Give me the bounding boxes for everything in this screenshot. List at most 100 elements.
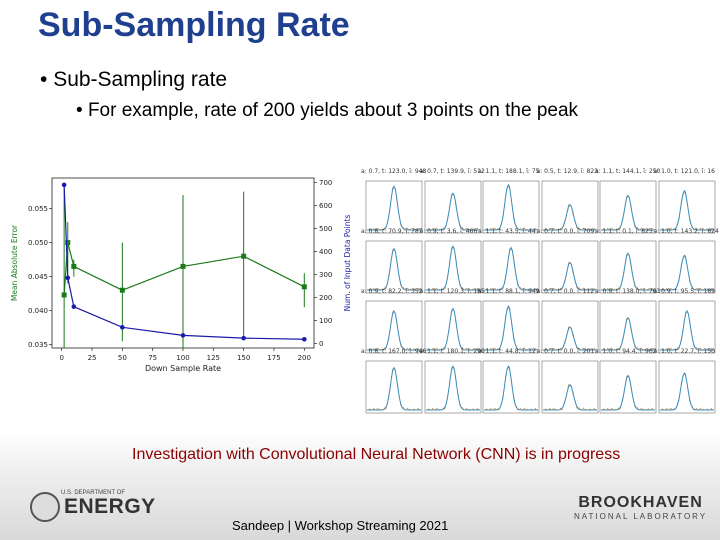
peak-panel-title: a: 0.5, t: 12.9, ī: 823 (536, 168, 598, 175)
peak-panel-fit-line (367, 309, 421, 351)
peak-panel-frame (424, 180, 481, 234)
peak-panel: a: 1.1, t: 43.5, ī: 44 (478, 228, 540, 296)
mae-point (65, 240, 71, 246)
y2-tick-label: 500 (319, 225, 332, 233)
mae-point (301, 284, 307, 290)
peak-panel-fit-line (484, 304, 538, 351)
peak-panel-data-line (367, 368, 422, 411)
y2-tick-label: 600 (319, 202, 332, 210)
peak-panel-fit-line (425, 244, 480, 291)
peak-panel-data-line (601, 195, 656, 231)
peak-panel-data-line (367, 186, 422, 231)
x-axis-label: Down Sample Rate (145, 364, 221, 373)
mae-point (180, 263, 186, 269)
points-point (180, 333, 186, 338)
peak-panel-data-line (659, 189, 714, 231)
x-tick-label: 75 (148, 354, 157, 362)
y-tick-label: 0.050 (28, 239, 48, 247)
peak-panel-plot (541, 180, 598, 234)
peak-panel-frame (482, 240, 540, 294)
peak-panel-data-line (425, 246, 480, 291)
peak-panel-plot (541, 360, 598, 414)
peak-panel-fit-line (542, 383, 597, 411)
peak-panel-fit-line (367, 366, 421, 411)
peak-panel-fit-line (601, 194, 655, 231)
peak-panel-plot (658, 240, 715, 294)
bnl-logo-small-text: NATIONAL LABORATORY (574, 512, 708, 521)
peak-panel-data-line (367, 249, 422, 291)
peak-panel-frame (658, 180, 715, 234)
peak-panel-frame (658, 300, 715, 354)
slide-title: Sub-Sampling Rate (38, 6, 350, 44)
doe-logo: U.S. DEPARTMENT OF ENERGY (30, 490, 156, 522)
bnl-logo: BROOKHAVEN NATIONAL LABORATORY (574, 494, 707, 521)
peak-panel-frame (424, 360, 481, 414)
peak-panel-data-line (484, 183, 539, 231)
peak-panel-fit-line (484, 183, 538, 231)
peak-panel-title: a: 0.8, t: 167.0, ī: 946 (361, 348, 427, 355)
peak-panel-title: a: 1.1, t: 144.1, ī: 250 (595, 168, 661, 175)
peak-panel-frame (482, 300, 540, 354)
y2-tick-label: 100 (319, 317, 332, 325)
peak-panel-plot (424, 180, 481, 234)
peak-panel-frame (365, 240, 423, 294)
peak-panel-plot (424, 240, 481, 294)
peak-panel-data-line (542, 384, 597, 411)
peak-panel-title: a: 1.1, t: 180.1, ī: 290 (419, 348, 485, 355)
peak-panel-title: a: 0.7, t: 0.0, ī: 201 (536, 348, 595, 355)
peak-panel: a: 0.9, t: 82.2, ī: 352 (361, 288, 423, 356)
peak-panel-frame (599, 300, 657, 354)
peak-panel: a: 1.1, t: 180.1, ī: 290 (420, 348, 485, 416)
peak-panel-plot (658, 300, 715, 354)
peak-panel: a: 0.8, t: 70.9, ī: 787 (361, 228, 423, 296)
peak-panel-plot (365, 300, 423, 354)
points-point (241, 335, 246, 341)
peak-panel-fit-line (367, 247, 421, 291)
peak-panel-data-line (542, 326, 597, 351)
bnl-logo-big-text: BROOKHAVEN (578, 494, 703, 511)
peak-panel-title: a: 1.0, t: 94.4, ī: 962 (595, 348, 657, 355)
peak-panel-title: a: 1.1, t: 120.3, ī: 185 (419, 288, 485, 295)
peak-panel-data-line (659, 311, 714, 351)
peak-panel-plot (599, 300, 657, 354)
peak-panel-fit-line (425, 307, 480, 351)
peak-panel: a: 0.7, t: 123.0, ī: 948 (361, 168, 426, 236)
peak-panel-title: a: 0.9, t: 3.6, ī: 466 (419, 228, 478, 235)
y2-axis-label: Num. of Input Data Points (343, 215, 352, 312)
peak-panel-frame (424, 240, 481, 294)
bullet-level-1: • Sub-Sampling rate (40, 68, 228, 91)
y2-tick-label: 300 (319, 271, 332, 279)
peak-panel-frame (365, 300, 423, 354)
peak-panel-fit-line (601, 252, 655, 291)
peak-panel-plot (365, 240, 423, 294)
peak-panel-fit-line (542, 261, 597, 291)
peak-panel-plot (599, 360, 657, 414)
mae-vs-sample-rate-chart: 0 25 50 75 100 125 150 175 200 0.035 0.040 0.045 0.0… (10, 177, 352, 373)
peak-panel-frame (599, 240, 657, 294)
peak-panel-fit-line (601, 374, 655, 411)
peak-panel-title: a: 0.9, t: 82.2, ī: 352 (361, 288, 423, 295)
peak-panel-plot (365, 180, 423, 234)
peak-panel: a: 1.0, t: 121.0, ī: 16 (654, 168, 716, 236)
x-tick-label: 25 (88, 354, 97, 362)
peak-panel-data-line (601, 317, 656, 351)
peak-panel-title: a: 1.1, t: 0.1, ī: 825 (595, 228, 653, 235)
peak-panel-title: a: 0.7, t: 139.9, ī: 512 (419, 168, 485, 175)
peak-panel-frame (541, 240, 598, 294)
x-tick-label: 125 (207, 354, 220, 362)
x-tick-label: 0 (59, 354, 63, 362)
peak-panel-title: a: 0.9, t: 95.5, ī: 189 (653, 288, 715, 295)
x-tick-label: 100 (176, 354, 189, 362)
y2-tick-label: 400 (319, 248, 332, 256)
x-tick-label: 150 (237, 354, 250, 362)
peak-panel: a: 0.9, t: 95.5, ī: 189 (654, 288, 716, 356)
peak-panel-fit-line (484, 364, 538, 411)
points-point (65, 275, 71, 281)
peak-panel-data-line (484, 248, 539, 291)
peak-panel: a: 0.7, t: 139.9, ī: 512 (420, 168, 485, 236)
peak-panel: a: 0.7, t: 0.0, ī: 709 (537, 228, 599, 296)
points-point (61, 182, 67, 188)
doe-logo-small-text: U.S. DEPARTMENT OF (61, 490, 126, 496)
peak-panel-data-line (542, 261, 597, 291)
peak-panel-title: a: 1.0, t: 121.0, ī: 16 (653, 168, 715, 175)
